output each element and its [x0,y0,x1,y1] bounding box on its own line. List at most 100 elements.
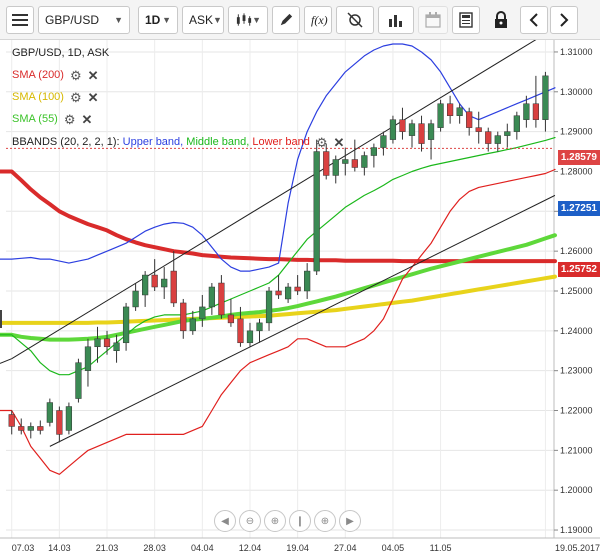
chevron-down-icon: ▼ [213,15,222,25]
reset-view-icon[interactable]: ❙ [289,510,311,532]
candle-body [542,75,549,120]
plot-area [6,40,554,538]
close-icon[interactable]: ✕ [81,111,93,127]
current-price-value: 1.28579 [560,152,597,163]
close-icon[interactable]: ✕ [333,134,345,150]
candle-body [304,270,311,292]
candle-body [332,159,339,176]
candle-body [380,135,387,148]
instrument-label: GBP/USD, 1D, ASK [12,47,110,59]
price-chart[interactable]: 1.310001.300001.290001.280001.270001.260… [0,40,600,560]
settings-panel-button[interactable] [452,6,480,34]
chevron-down-icon: ▼ [162,15,171,25]
scroll-left-button[interactable] [520,6,548,34]
gear-icon[interactable]: ⚙ [69,89,82,105]
chart-type-button[interactable]: ▼ [228,6,268,34]
drawing-tools-button[interactable] [272,6,300,34]
candle-body [437,103,444,128]
candle-body [218,282,225,316]
close-icon[interactable]: ✕ [87,89,99,105]
candle-body [456,107,463,116]
zoom-in-alt-icon[interactable]: ⊕ [314,510,336,532]
legend-instrument: GBP/USD, 1D, ASK [12,44,109,62]
left-edge-handle[interactable] [0,310,4,328]
chevron-right-icon [560,13,569,27]
calendar-icon [425,12,441,28]
x-tick-label: 07.03 [12,543,35,553]
y-tick-label: 1.23000 [560,366,593,376]
pan-left-icon[interactable]: ◀ [214,510,236,532]
candle-body [504,131,511,136]
sma200-line [0,169,557,264]
price-type-selector[interactable]: ASK ▼ [182,6,224,34]
candle-body [265,290,273,324]
y-tick-label: 1.24000 [560,326,593,336]
candle-body [399,119,406,132]
trendline-extension [0,358,12,364]
indicators-button[interactable]: f(x) [304,6,332,34]
candle-body [37,426,44,431]
scroll-right-button[interactable] [550,6,578,34]
y-tick-label: 1.26000 [560,246,593,256]
candle-body [208,286,215,308]
sma100-line [0,274,557,325]
candle-body [485,131,492,144]
candle-body [389,119,397,140]
gear-icon[interactable]: ⚙ [63,111,76,127]
candle-body [170,270,177,304]
zoom-in-icon[interactable]: ⊕ [264,510,286,532]
candle-body [246,330,254,344]
bbands-label: BBANDS (20, 2, 2, 1): [12,136,120,148]
pan-right-icon[interactable]: ▶ [339,510,361,532]
pencil-icon [280,13,293,26]
zoom-out-icon[interactable]: ⊖ [239,510,261,532]
candle-body [294,286,301,292]
lock-button[interactable] [488,6,514,34]
document-icon [459,12,473,28]
y-tick-label: 1.29000 [560,127,593,137]
function-icon: f(x) [311,12,328,27]
y-tick-label: 1.20000 [560,485,593,495]
x-tick-label: 27.04 [334,543,357,553]
candle-body [151,274,158,288]
band-price-tag: 1.27251 [557,201,600,216]
close-icon[interactable]: ✕ [87,67,99,83]
candle-body [256,322,263,332]
current-price-tag: 1.28579 [557,150,600,165]
candle-body [447,103,454,116]
x-tick-label: 21.03 [96,543,119,553]
candle-body [180,302,187,332]
band-price-value: 1.27251 [560,203,597,214]
candle-body [361,155,368,168]
candle-body [56,410,63,435]
candle-body [351,159,358,168]
y-tick-label: 1.31000 [560,47,593,57]
x-tick-label: 04.05 [382,543,405,553]
calendar-button[interactable] [418,6,448,34]
sma200-price-value: 1.25752 [560,264,597,275]
candle-body [65,406,73,431]
hamburger-menu-icon[interactable] [6,6,34,34]
candle-body [75,362,82,399]
sma55-label: SMA (55) [12,113,58,125]
trendline [11,40,537,360]
x-tick-label: 12.04 [239,543,262,553]
timeframe-selector[interactable]: 1D ▼ [138,6,178,34]
gear-icon[interactable]: ⚙ [69,67,82,83]
candle-body [46,402,53,423]
symbol-selector[interactable]: GBP/USD ▼ [38,6,130,34]
y-tick-label: 1.19000 [560,525,593,535]
volume-button[interactable] [378,6,414,34]
timeframe-label: 1D [145,13,161,27]
bar-chart-icon [389,15,402,27]
chart-toolbar: GBP/USD ▼ 1D ▼ ASK ▼ ▼ f(x) [0,0,600,40]
y-tick-label: 1.30000 [560,87,593,97]
legend-sma100: SMA (100) ⚙ ✕ [12,88,99,106]
trendline [49,194,556,447]
crosshair-button[interactable] [336,6,374,34]
candle-body [523,103,530,120]
chevron-down-icon: ▼ [114,15,123,25]
candle-body [427,123,435,140]
candle-body [84,346,92,371]
gear-icon[interactable]: ⚙ [315,134,328,150]
